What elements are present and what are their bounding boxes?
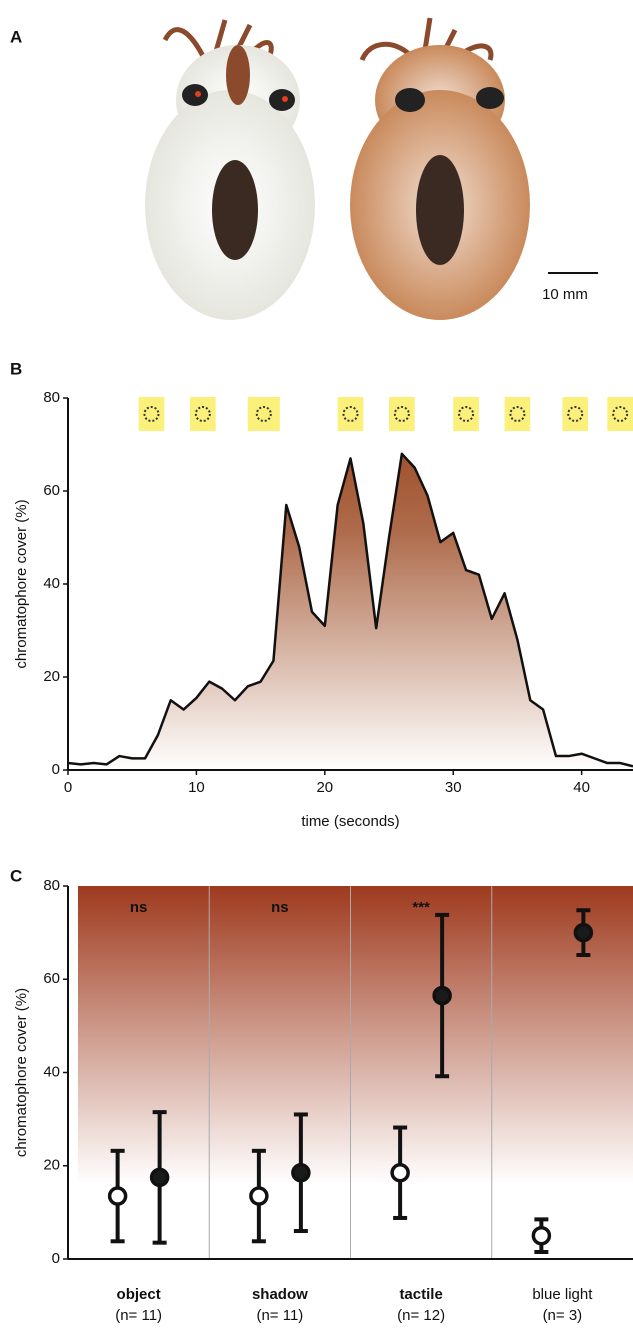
light-icon (458, 406, 475, 422)
light-icon (393, 406, 410, 422)
point (291, 1162, 311, 1183)
panel-label: B (10, 359, 22, 378)
point (107, 1186, 128, 1206)
x-axis-label: time (seconds) (301, 813, 399, 830)
panel-label: C (10, 866, 22, 885)
point (390, 1162, 410, 1183)
light-icon (567, 406, 584, 422)
light-pulse (607, 397, 633, 431)
y-axis-label: chromatophore cover (%) (13, 499, 30, 668)
squid-dark (350, 17, 530, 320)
x-tick-label: 10 (188, 779, 205, 796)
x-tick-label: 0 (64, 779, 72, 796)
light-icon (342, 406, 359, 422)
light-pulse (389, 397, 415, 431)
light-pulse (504, 397, 531, 431)
light-pulse (453, 397, 479, 431)
category-label: tactile (399, 1286, 442, 1303)
y-tick-label: 0 (52, 1250, 60, 1267)
x-tick-label: 40 (573, 779, 590, 796)
point (531, 1225, 552, 1246)
squid-pale (145, 19, 315, 320)
category-label: blue light (532, 1286, 593, 1303)
y-tick-label: 60 (43, 482, 60, 499)
annotation: ns (271, 899, 289, 916)
category-label: shadow (252, 1286, 308, 1303)
light-icon (509, 406, 526, 422)
point (149, 1167, 170, 1188)
point (573, 922, 594, 943)
n-label: (n= 11) (256, 1307, 303, 1324)
background (78, 886, 633, 1185)
line (67, 452, 633, 768)
light-icon (255, 406, 272, 422)
light-pulse (138, 397, 165, 431)
scale-label: 10 mm (542, 286, 588, 303)
x-tick-label: 30 (445, 779, 462, 796)
light-pulse (562, 397, 589, 431)
y-tick-label: 40 (43, 575, 60, 592)
y-tick-label: 0 (52, 761, 60, 778)
light-pulse (189, 397, 216, 431)
panel-label: A (10, 27, 22, 46)
y-tick-label: 20 (43, 668, 60, 685)
light-icon (194, 406, 211, 422)
light-pulse (337, 397, 364, 431)
y-tick-label: 20 (43, 1157, 60, 1174)
n-label: (n= 3) (543, 1307, 583, 1324)
area (68, 453, 633, 770)
point (249, 1186, 269, 1206)
light-icon (143, 406, 160, 422)
annotation: *** (412, 899, 430, 916)
y-axis-label: chromatophore cover (%) (13, 988, 30, 1157)
y-tick-label: 80 (43, 389, 60, 406)
y-tick-label: 80 (43, 877, 60, 894)
light-icon (612, 406, 629, 422)
annotation: ns (130, 899, 148, 916)
x-tick-label: 20 (316, 779, 333, 796)
y-tick-label: 60 (43, 970, 60, 987)
y-tick-label: 40 (43, 1063, 60, 1080)
category-label: object (117, 1286, 161, 1303)
n-label: (n= 11) (115, 1307, 162, 1324)
point (432, 985, 452, 1006)
n-label: (n= 12) (397, 1307, 445, 1324)
light-pulse (247, 397, 280, 431)
